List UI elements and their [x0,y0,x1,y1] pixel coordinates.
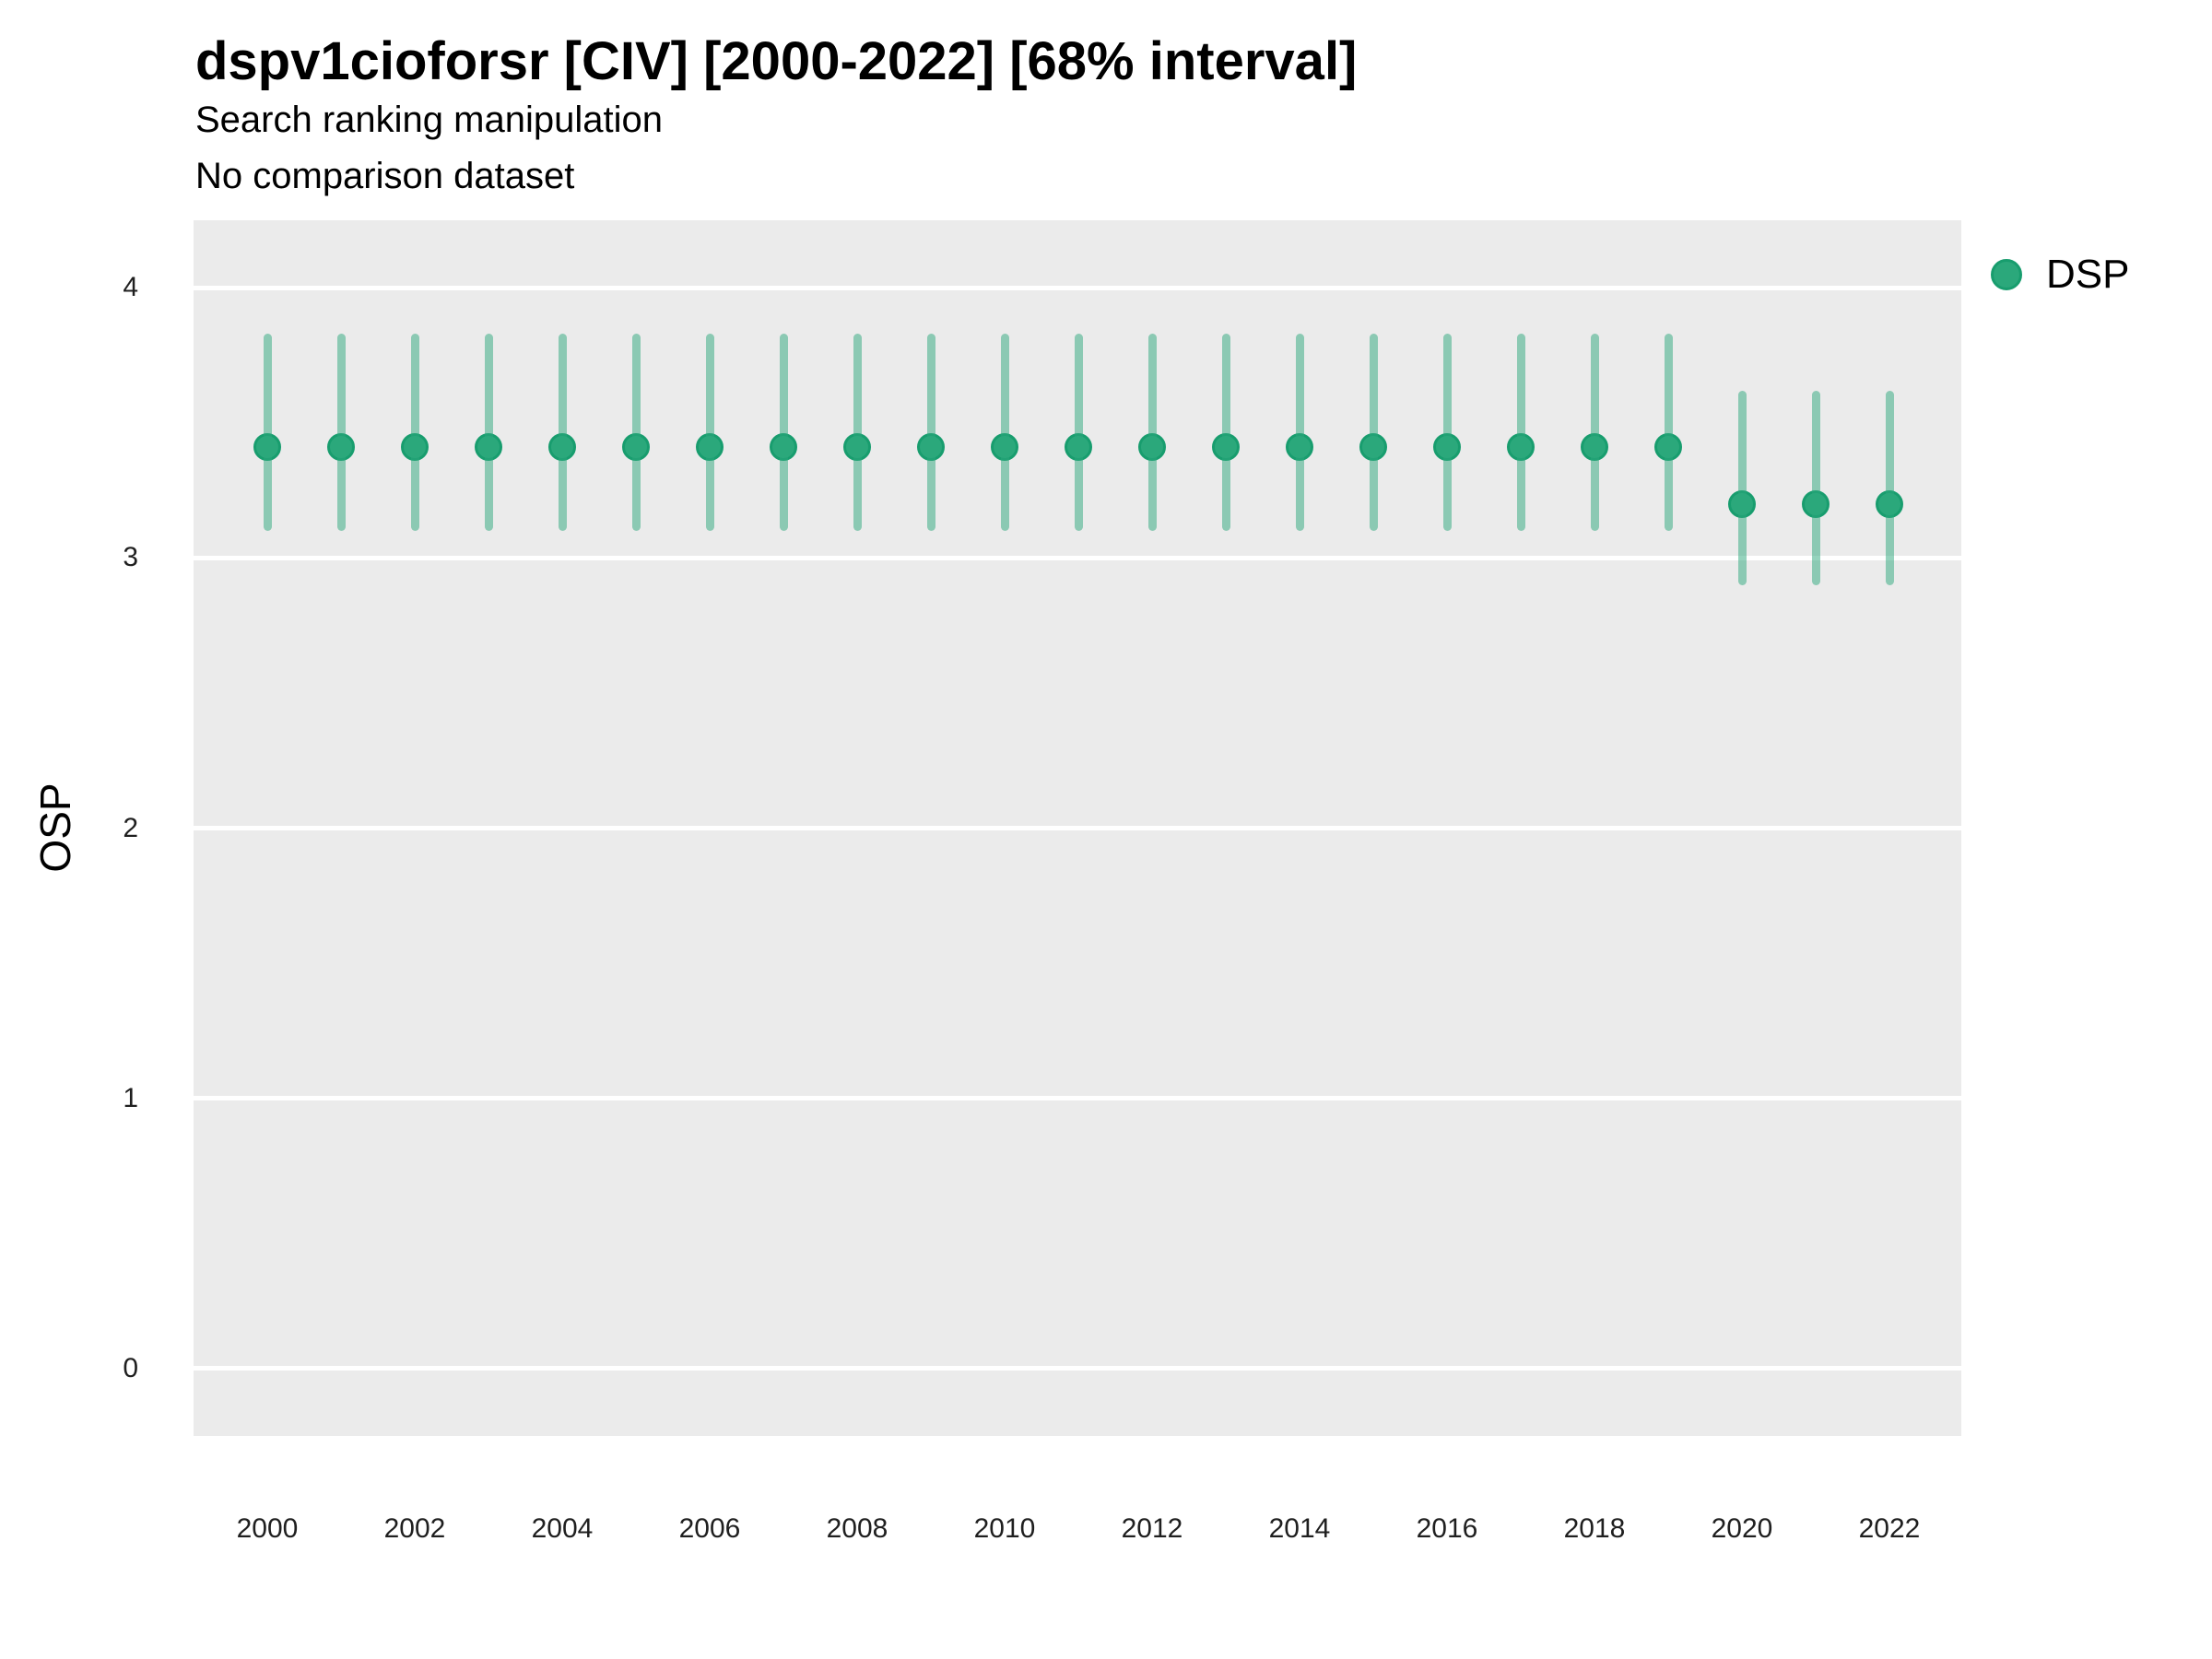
x-tick-label-2012: 2012 [1121,1513,1183,1544]
plot-panel [194,220,1961,1436]
gridline-y-0 [194,1366,1961,1371]
gridline-y-4 [194,285,1961,290]
y-tick-label-3: 3 [123,542,138,573]
interval-bar-2020 [1737,390,1747,585]
interval-bar-2001 [336,334,346,532]
gridline-y-3 [194,555,1961,560]
interval-bar-2011 [1074,334,1083,532]
gridline-y-1 [194,1096,1961,1101]
interval-bar-2007 [779,334,788,532]
x-tick-label-2000: 2000 [236,1513,299,1544]
x-tick-label-2014: 2014 [1268,1513,1331,1544]
interval-bar-2000 [263,334,272,532]
x-tick-label-2006: 2006 [678,1513,741,1544]
y-tick-label-4: 4 [123,272,138,303]
chart-note: No comparison dataset [195,156,575,196]
y-tick-label-0: 0 [123,1352,138,1383]
interval-bar-2016 [1442,334,1452,532]
interval-bar-2004 [558,334,567,532]
interval-bar-2022 [1885,390,1894,585]
interval-bar-2008 [853,334,862,532]
interval-bar-2012 [1147,334,1157,532]
legend: DSP [1991,249,2129,300]
x-tick-label-2018: 2018 [1563,1513,1626,1544]
interval-bar-2009 [926,334,935,532]
interval-bar-2006 [705,334,714,532]
x-tick-label-2004: 2004 [531,1513,594,1544]
x-tick-label-2010: 2010 [973,1513,1036,1544]
x-tick-label-2020: 2020 [1711,1513,1773,1544]
y-tick-label-1: 1 [123,1082,138,1113]
interval-bar-2019 [1664,334,1673,532]
interval-bar-2005 [631,334,641,532]
interval-bar-2015 [1369,334,1378,532]
interval-bar-2013 [1221,334,1230,532]
x-tick-label-2002: 2002 [383,1513,446,1544]
interval-bar-2014 [1295,334,1304,532]
chart-subtitle: Search ranking manipulation [195,100,663,140]
interval-bar-2017 [1516,334,1525,532]
chart-title: dspv1cioforsr [CIV] [2000-2022] [68% int… [195,31,1358,91]
y-tick-label-2: 2 [123,812,138,843]
interval-bar-2010 [1000,334,1009,532]
legend-marker-dsp-icon [1991,259,2022,290]
interval-bar-2003 [484,334,493,532]
interval-bar-2021 [1811,390,1820,585]
x-tick-label-2008: 2008 [826,1513,888,1544]
x-tick-label-2022: 2022 [1858,1513,1921,1544]
x-tick-label-2016: 2016 [1416,1513,1478,1544]
interval-bar-2018 [1590,334,1599,532]
legend-label-dsp: DSP [2046,252,2130,297]
interval-bar-2002 [410,334,419,532]
gridline-y-2 [194,826,1961,830]
